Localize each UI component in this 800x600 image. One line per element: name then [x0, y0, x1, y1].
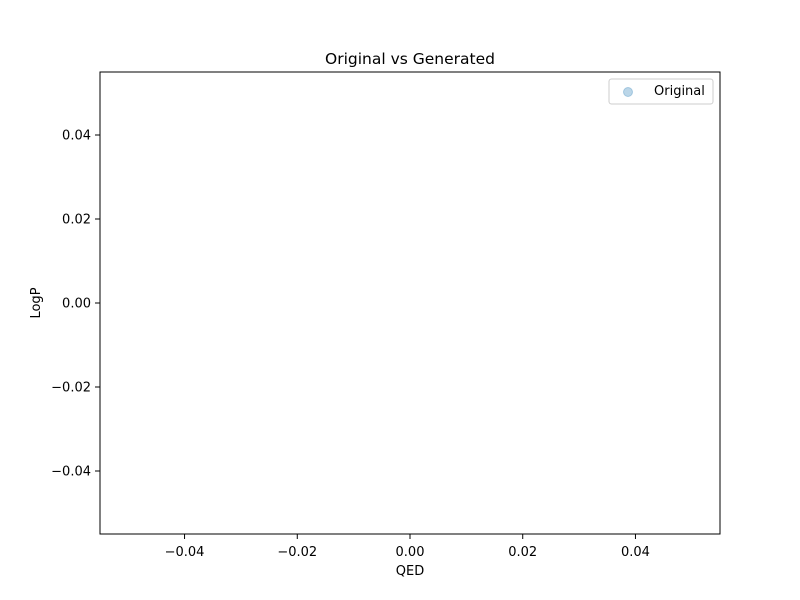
legend: Original [608, 78, 714, 105]
x-axis-ticks: −0.04 −0.02 0.00 0.02 0.04 [165, 534, 650, 560]
y-tick-label: 0.00 [62, 297, 91, 312]
y-tick-label: 0.02 [62, 213, 91, 228]
x-axis-label: QED [396, 564, 424, 579]
y-axis-label: LogP [29, 287, 44, 318]
x-tick-label: −0.02 [277, 545, 317, 560]
legend-marker-original [623, 87, 633, 97]
y-tick-label: 0.04 [62, 129, 91, 144]
y-tick-label: −0.02 [51, 381, 91, 396]
x-tick-label: −0.04 [165, 545, 205, 560]
y-tick-label: −0.04 [51, 465, 91, 480]
legend-box [608, 78, 714, 105]
chart-title: Original vs Generated [325, 50, 495, 68]
x-tick-label: 0.00 [396, 545, 425, 560]
x-tick-label: 0.02 [508, 545, 537, 560]
x-tick-label: 0.04 [621, 545, 650, 560]
plot-area [100, 72, 720, 534]
y-axis-ticks: −0.04 −0.02 0.00 0.02 0.04 [51, 129, 100, 480]
legend-label-original: Original [654, 84, 705, 99]
